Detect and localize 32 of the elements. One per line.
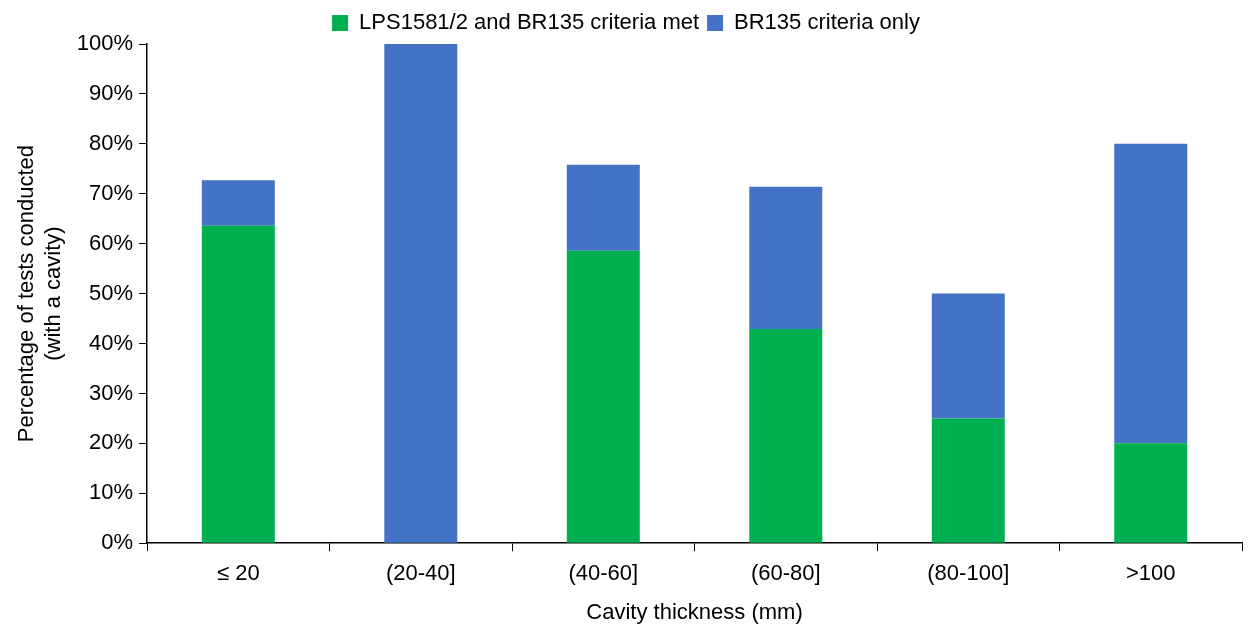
- bar: [1114, 443, 1188, 543]
- bar: [931, 293, 1005, 419]
- bar: [749, 329, 823, 543]
- y-tick-label: 60%: [89, 229, 134, 255]
- y-tick-label: 30%: [89, 379, 134, 405]
- y-tick-label: 50%: [89, 279, 134, 305]
- y-tick-label: 90%: [89, 79, 134, 105]
- bar: [931, 418, 1005, 543]
- bar: [384, 44, 458, 543]
- bar: [749, 186, 823, 330]
- x-tick-label: >100: [1125, 560, 1176, 586]
- x-tick-label: (80-100]: [927, 560, 1010, 586]
- x-tick-label: (20-40]: [385, 560, 456, 586]
- bar: [566, 164, 640, 251]
- y-axis-title: Percentage of tests conducted (with a cavity): [13, 145, 65, 443]
- y-tick-label: 80%: [89, 129, 134, 155]
- bar: [566, 250, 640, 543]
- x-axis-title: Cavity thickness (mm): [586, 598, 803, 624]
- legend-label: BR135 criteria only: [734, 9, 920, 35]
- y-tick-label: 10%: [89, 479, 134, 505]
- y-tick-label: 70%: [89, 179, 134, 205]
- bar: [201, 180, 275, 226]
- y-tick-label: 20%: [89, 429, 134, 455]
- x-tick-label: ≤ 20: [216, 560, 260, 586]
- y-tick-label: 100%: [76, 30, 134, 56]
- x-tick-label: (60-80]: [750, 560, 821, 586]
- bar: [1114, 143, 1188, 444]
- bar: [201, 225, 275, 543]
- x-tick-label: (40-60]: [568, 560, 639, 586]
- legend-label: LPS1581/2 and BR135 criteria met: [359, 9, 700, 35]
- y-tick-label: 0%: [101, 529, 134, 555]
- y-tick-label: 40%: [89, 329, 134, 355]
